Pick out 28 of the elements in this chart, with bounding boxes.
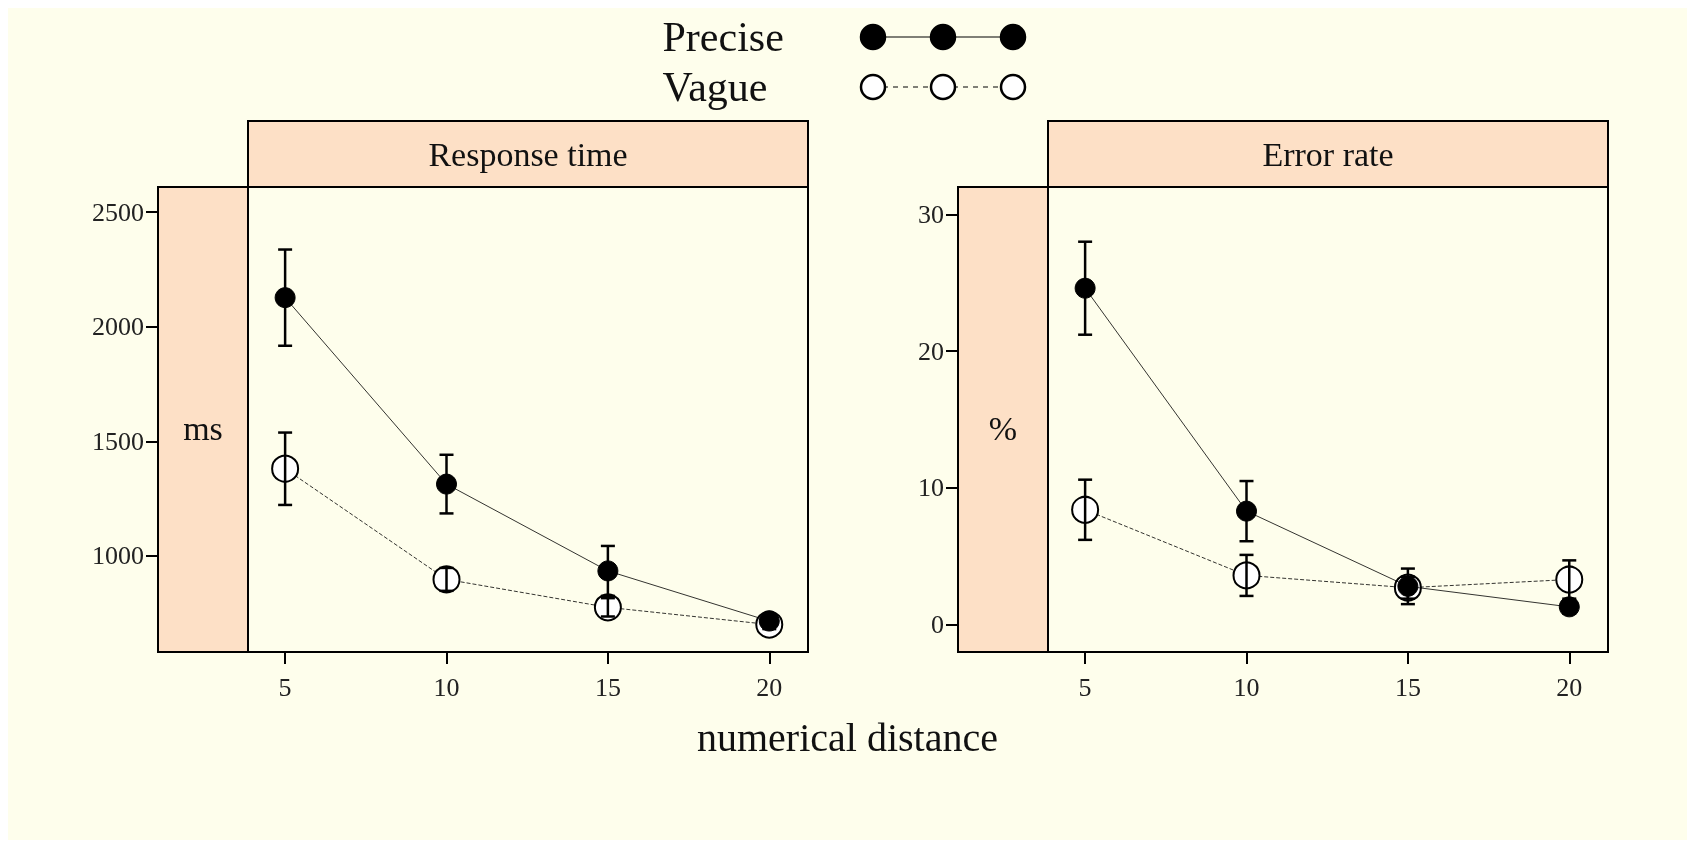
x-tick-label: 15 xyxy=(1394,672,1421,702)
x-tick-label: 10 xyxy=(1233,672,1259,702)
legend-label: Precise xyxy=(662,13,785,61)
point xyxy=(596,560,618,582)
y-axis-title: ms xyxy=(182,410,223,448)
x-axis-title: numerical distance xyxy=(696,714,999,761)
chart-title: Response time xyxy=(427,135,628,173)
point xyxy=(1074,277,1096,299)
x-tick-label: 5 xyxy=(278,672,292,702)
y-tick-label: 30 xyxy=(917,199,944,229)
y-axis-title: % xyxy=(988,410,1017,448)
y-tick-label: 1500 xyxy=(91,426,144,456)
y-tick-label: 2000 xyxy=(91,312,144,342)
x-tick-label: 5 xyxy=(1078,672,1092,702)
y-tick-label: 2500 xyxy=(91,197,144,227)
x-tick-label: 10 xyxy=(433,672,459,702)
x-tick-label: 20 xyxy=(755,672,782,702)
chart-title: Error rate xyxy=(1261,135,1394,173)
x-tick-label: 15 xyxy=(594,672,621,702)
y-tick-label: 0 xyxy=(930,610,944,640)
legend-label: Vague xyxy=(662,63,769,111)
point xyxy=(1070,495,1099,524)
y-tick-label: 20 xyxy=(917,336,944,366)
y-tick-label: 1000 xyxy=(91,541,144,571)
y-tick-label: 10 xyxy=(917,473,944,503)
point xyxy=(274,287,296,309)
point xyxy=(270,454,299,483)
x-tick-label: 20 xyxy=(1555,672,1582,702)
